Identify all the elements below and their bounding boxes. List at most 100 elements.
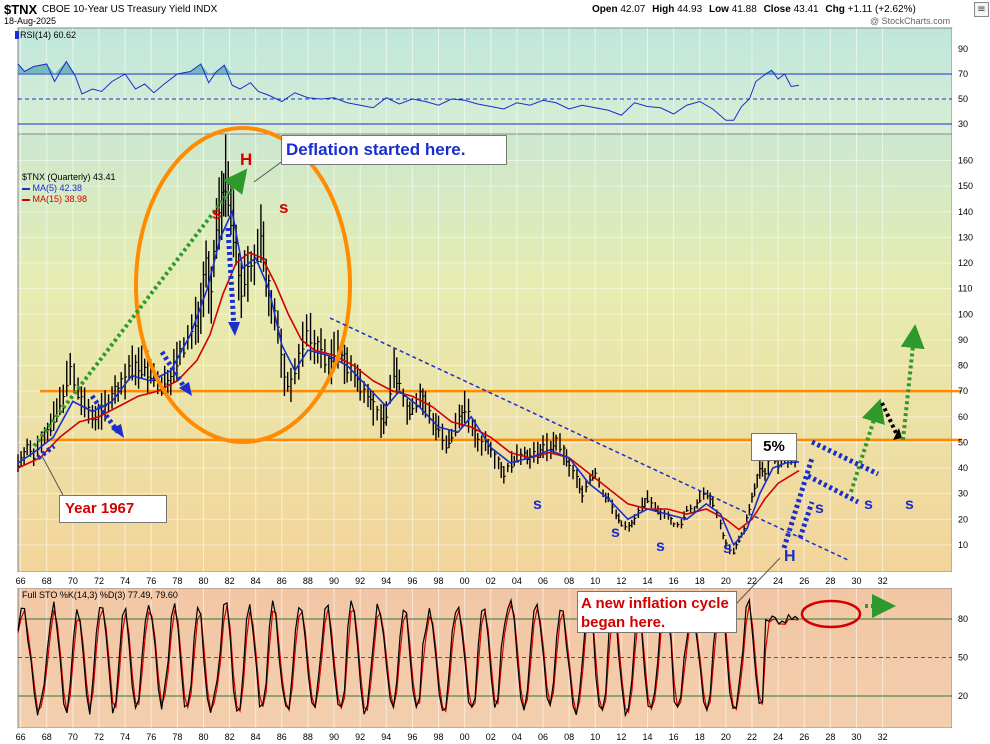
x-tick-label: 22: [747, 732, 757, 742]
x-tick-label: 86: [277, 732, 287, 742]
x-tick-label: 24: [773, 732, 783, 742]
black-arrow-head: [893, 428, 902, 440]
blue-arrow-head-1970: [111, 424, 124, 438]
y-tick-label: 130: [958, 232, 973, 242]
x-tick-label: 88: [303, 732, 313, 742]
x-tick-label: 14: [642, 732, 652, 742]
rsi-tick-label: 50: [958, 94, 968, 104]
black-arrow-down: [880, 402, 900, 438]
x-tick-label: 90: [329, 732, 339, 742]
y-tick-label: 70: [958, 386, 968, 396]
high-value: 44.93: [677, 4, 703, 15]
h-top-label: H: [240, 150, 253, 169]
x-tick-label: 84: [251, 732, 261, 742]
green-arrow-1967-1981: [32, 168, 248, 448]
ma5-label: MA(5) 42.38: [32, 183, 83, 193]
x-tick-label: 74: [120, 732, 130, 742]
y-tick-label: 160: [958, 156, 973, 166]
symbol-name: CBOE 10-Year US Treasury Yield INDX: [42, 4, 218, 15]
x-tick-label: 24: [773, 576, 783, 586]
x-tick-label: 80: [198, 732, 208, 742]
x-tick-label: 70: [68, 732, 78, 742]
rsi-tick-label: 90: [958, 44, 968, 54]
x-tick-label: 92: [355, 732, 365, 742]
blue-arrow-head-1980: [228, 322, 240, 336]
blue-arrow-2021b: [797, 501, 815, 539]
x-tick-label: 02: [486, 732, 496, 742]
blue-arrow-2021: [781, 457, 815, 549]
x-tick-label: 22: [747, 576, 757, 586]
high-label: High: [652, 4, 675, 15]
open-value: 42.07: [620, 4, 646, 15]
y-tick-label: 80: [958, 361, 968, 371]
x-tick-label: 78: [172, 732, 182, 742]
low-value: 41.88: [731, 4, 757, 15]
x-tick-label: 26: [799, 732, 809, 742]
y-tick-label: 140: [958, 207, 973, 217]
s-right-label: s: [279, 198, 289, 217]
ma5-swatch: [22, 187, 30, 190]
red-oval-sto: [800, 599, 862, 629]
horizontal-lines: [40, 389, 962, 442]
x-tick-label: 76: [146, 576, 156, 586]
price-bars: [17, 134, 798, 555]
x-tick-label: 94: [381, 732, 391, 742]
y-tick-label: 50: [958, 437, 968, 447]
s-bottom-2012: s: [656, 538, 665, 555]
inflation-pointer: [735, 557, 781, 605]
settings-icon[interactable]: ≡: [974, 2, 989, 17]
s-bottom-2008: s: [611, 524, 620, 541]
x-tick-label: 68: [42, 576, 52, 586]
x-tick-label: 12: [616, 732, 626, 742]
x-tick-label: 14: [642, 576, 652, 586]
rsi-tick-label: 70: [958, 69, 968, 79]
rsi-label: RSI(14) 60.62: [20, 30, 77, 40]
chg-label: Chg: [825, 4, 845, 15]
x-tick-label: 20: [721, 732, 731, 742]
five-percent-callout: 5%: [751, 433, 797, 461]
watermark: @ StockCharts.com: [870, 16, 951, 26]
x-tick-label: 32: [878, 732, 888, 742]
y-tick-label: 150: [958, 181, 973, 191]
x-tick-label: 18: [695, 576, 705, 586]
ma5-line: [17, 209, 800, 547]
x-tick-label: 30: [851, 576, 861, 586]
x-tick-label: 10: [590, 576, 600, 586]
blue-arrow-1976: [159, 350, 189, 392]
chart-header: $TNX CBOE 10-Year US Treasury Yield INDX…: [0, 0, 990, 28]
x-tick-label: 72: [94, 732, 104, 742]
rsi-mark-icon: [15, 31, 19, 39]
s-left-label: s: [212, 204, 222, 223]
open-label: Open: [592, 4, 618, 15]
y-tick-label: 100: [958, 309, 973, 319]
deflation-callout: Deflation started here.: [281, 135, 507, 165]
x-tick-label: 96: [407, 576, 417, 586]
x-tick-label: 88: [303, 576, 313, 586]
x-tick-label: 66: [16, 732, 26, 742]
y-tick-label: 90: [958, 335, 968, 345]
s-bottom-2027: s: [864, 496, 873, 513]
inflation-callout: A new inflation cycle began here.: [577, 591, 737, 633]
x-tick-label: 04: [512, 732, 522, 742]
xaxis-band: [18, 572, 952, 588]
x-tick-label: 72: [94, 576, 104, 586]
x-tick-label: 28: [825, 576, 835, 586]
xaxis-band-bottom: [18, 728, 952, 744]
x-tick-label: 70: [68, 576, 78, 586]
sto-tick-label: 50: [958, 653, 968, 663]
close-label: Close: [763, 4, 791, 15]
rsi-line: [17, 60, 800, 121]
x-tick-label: 30: [851, 732, 861, 742]
h-bottom-label: H: [784, 548, 796, 565]
symbol-title: $TNX: [4, 2, 38, 17]
x-tick-label: 82: [225, 576, 235, 586]
x-tick-label: 20: [721, 576, 731, 586]
blue-arrow-1980: [225, 227, 237, 329]
blue-arrow-1970: [89, 394, 121, 434]
x-tick-label: 06: [538, 576, 548, 586]
blue-downtrend-line: [329, 317, 849, 561]
year1967-callout: Year 1967: [59, 495, 167, 523]
ma15-legend: MA(15) 38.98: [22, 194, 87, 204]
price-legend-title: $TNX (Quarterly) 43.41: [22, 172, 116, 182]
